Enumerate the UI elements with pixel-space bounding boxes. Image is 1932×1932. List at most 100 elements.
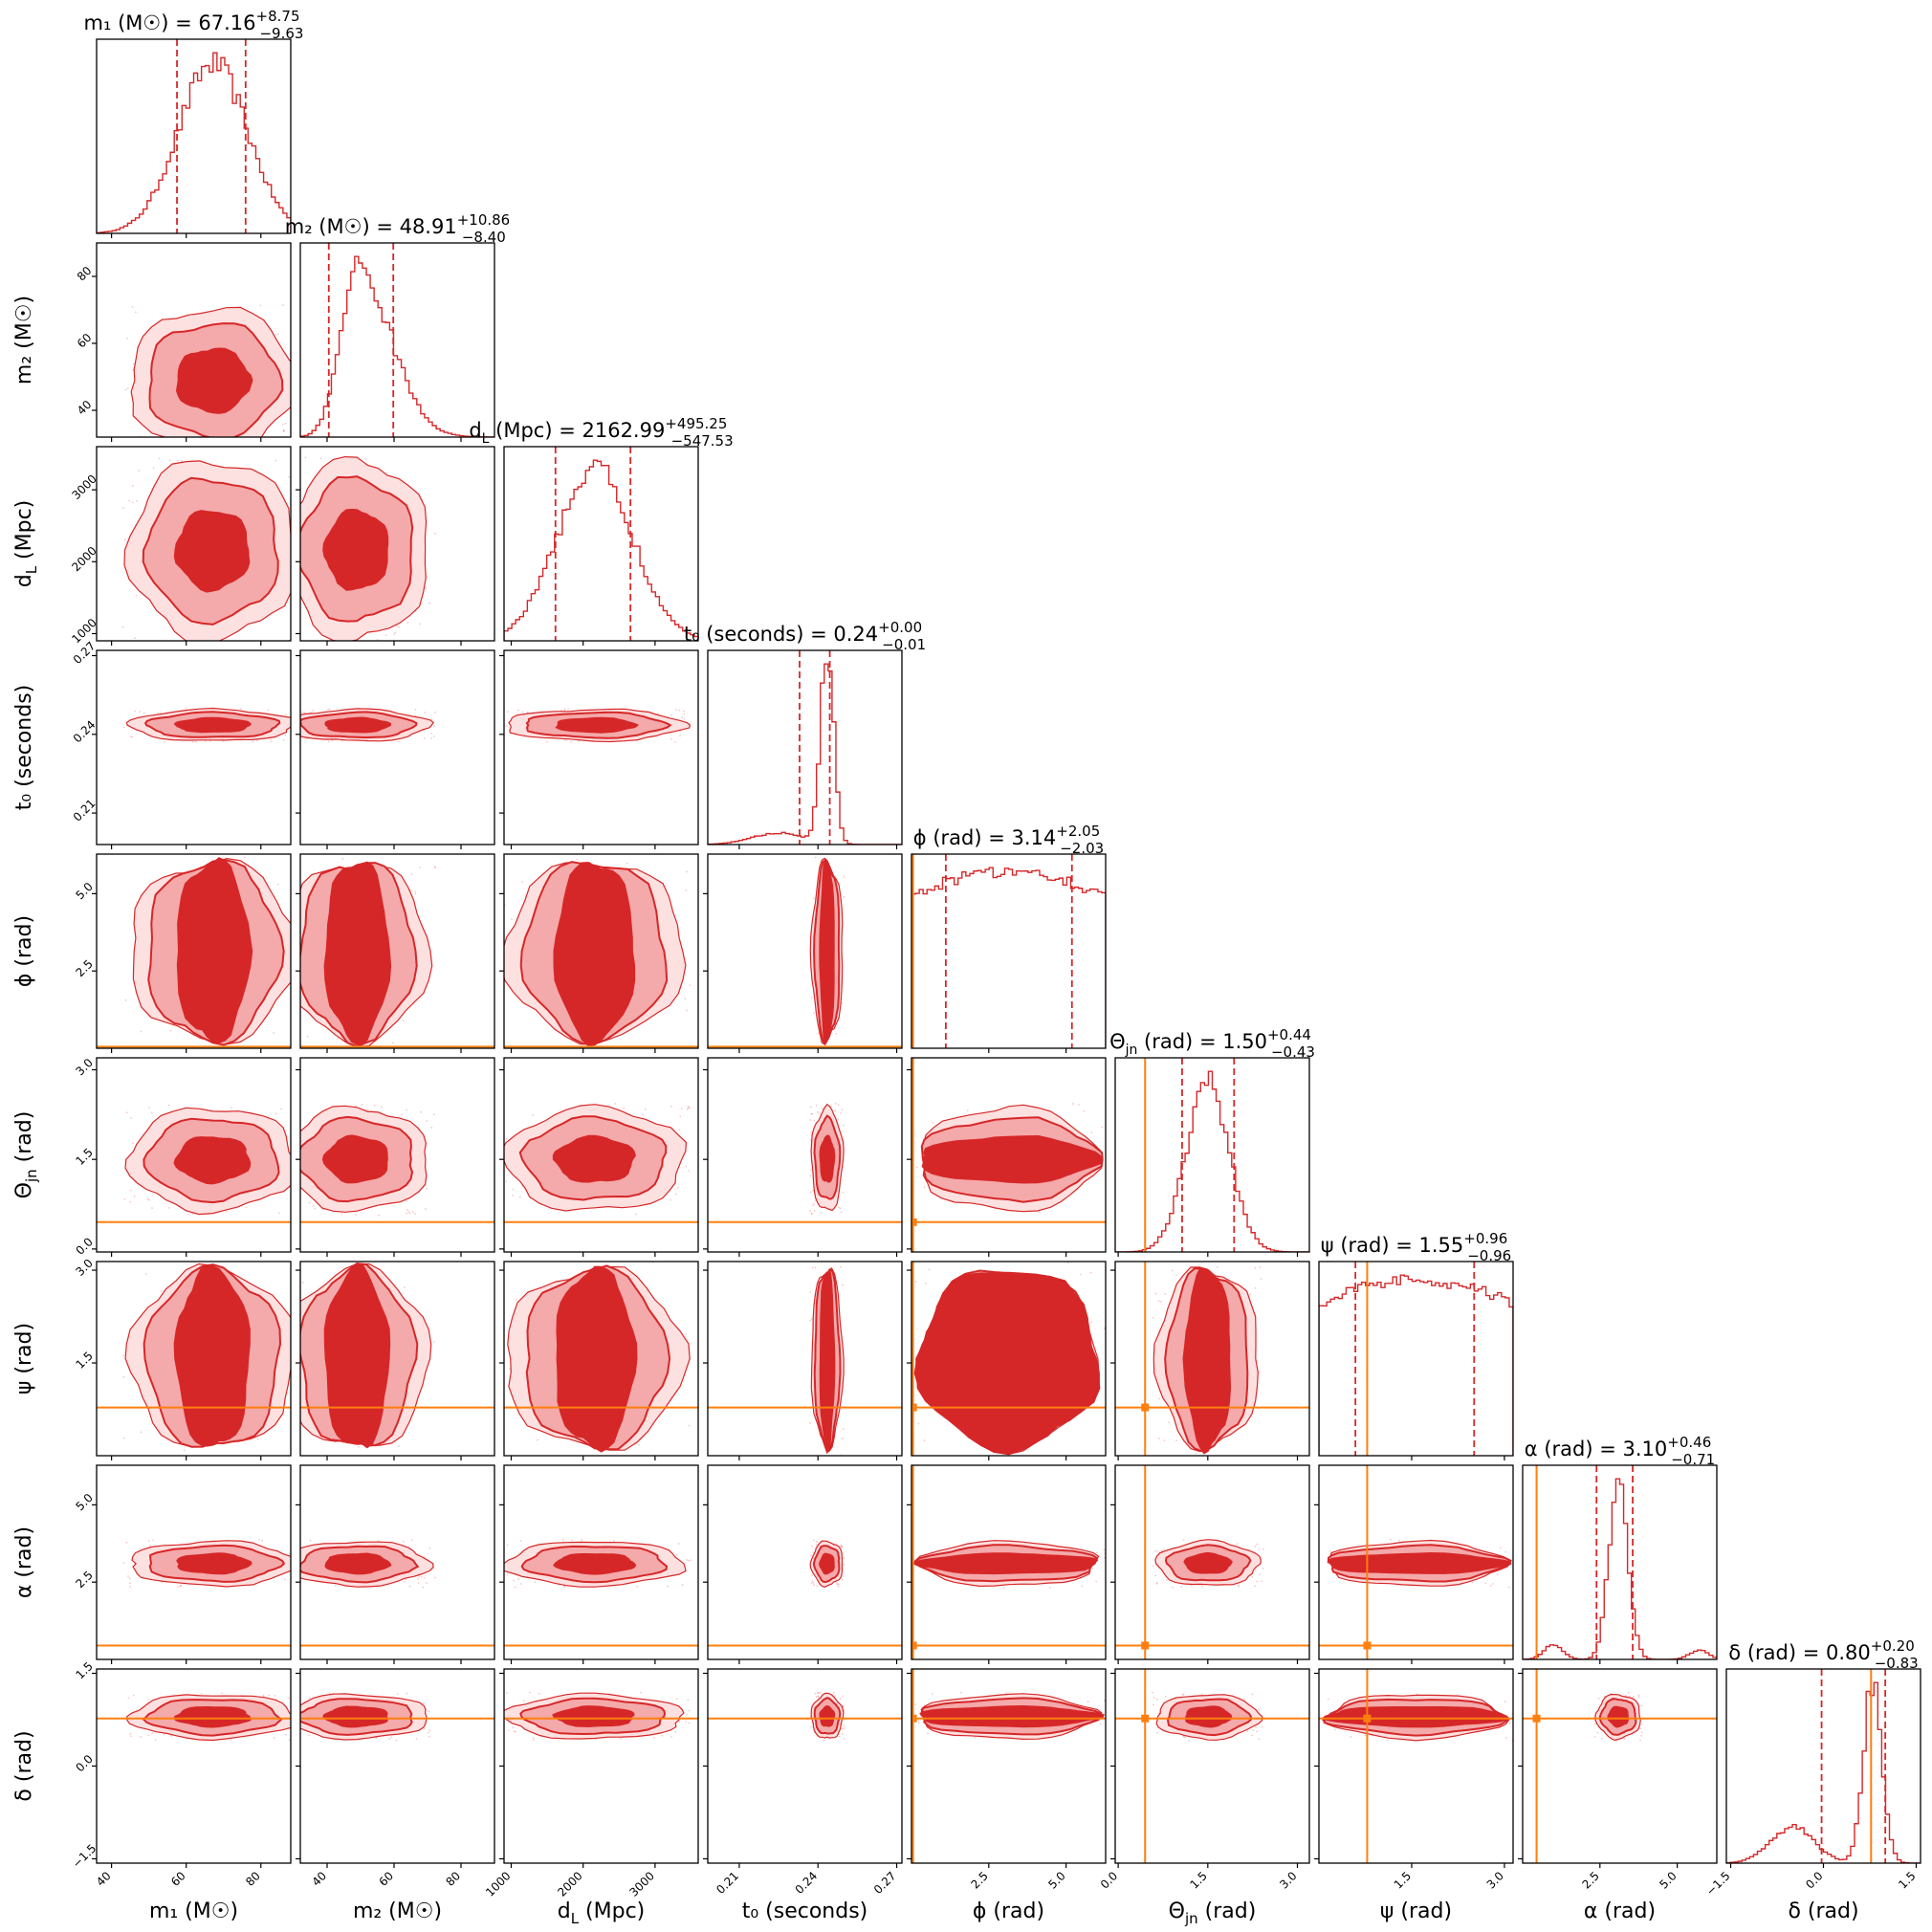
x-tick-label: 60 [168, 1869, 188, 1889]
sample-point [505, 1137, 508, 1140]
sample-point [1364, 1734, 1367, 1737]
sample-point [430, 1053, 432, 1055]
contour-level-3 [176, 1552, 252, 1575]
sample-point [815, 1104, 818, 1107]
sample-point [177, 1586, 180, 1588]
sample-point [842, 1507, 844, 1509]
sample-point [1183, 1736, 1185, 1738]
sample-point [815, 1696, 818, 1698]
sample-point [285, 1733, 287, 1736]
sample-point [1005, 1691, 1008, 1694]
contour-level-3 [552, 1705, 635, 1728]
sample-point [1157, 1574, 1159, 1576]
sample-point [675, 1553, 678, 1556]
sample-point [812, 1204, 814, 1207]
sample-point [1302, 1726, 1304, 1728]
sample-point [1155, 1570, 1157, 1571]
sample-point [683, 717, 686, 720]
sample-point [601, 1052, 603, 1054]
sample-point [843, 1727, 845, 1730]
sample-point [974, 1736, 977, 1739]
sample-point [301, 1282, 304, 1284]
panel-frame [299, 446, 495, 642]
sample-point [152, 1539, 154, 1542]
sample-point [364, 458, 366, 460]
sample-point [1601, 1737, 1604, 1740]
sample-point [278, 1212, 280, 1215]
contour-level-3 [323, 1262, 391, 1449]
sample-point [296, 1089, 297, 1091]
sample-point [196, 1093, 198, 1095]
sample-point [141, 791, 143, 793]
sample-point [685, 1165, 688, 1168]
sample-point [224, 1052, 226, 1054]
sample-point [140, 1030, 143, 1033]
sample-point [140, 1431, 143, 1434]
sample-point [500, 1727, 502, 1729]
sample-point [875, 1698, 877, 1700]
sample-point [843, 875, 845, 878]
sample-point [1251, 1576, 1254, 1578]
sample-point [1637, 1694, 1640, 1697]
sample-point [1178, 1473, 1180, 1475]
sample-point [1563, 1584, 1565, 1586]
sample-point [156, 779, 158, 780]
sample-point [125, 1541, 128, 1544]
sample-point [157, 712, 159, 714]
sample-point [282, 429, 285, 431]
sample-point [874, 1191, 876, 1193]
sample-point [670, 1106, 673, 1108]
sample-point [534, 1581, 537, 1584]
sample-point [1205, 1199, 1207, 1201]
sample-point [1218, 1212, 1219, 1214]
sample-point [806, 1566, 808, 1568]
sample-point [296, 522, 297, 524]
sample-point [1304, 1696, 1306, 1698]
sample-point [811, 1573, 813, 1576]
sample-point [841, 1546, 843, 1548]
sample-point [309, 1539, 312, 1542]
sample-point [292, 1564, 294, 1566]
x-tick-label: 3.0 [1484, 1869, 1506, 1891]
sample-point [296, 1147, 298, 1149]
sample-point [294, 710, 296, 712]
sample-point [151, 1732, 154, 1735]
sample-point [600, 848, 602, 850]
sample-point [1126, 1716, 1128, 1718]
sample-point [1490, 1584, 1492, 1587]
sample-point [294, 537, 296, 538]
sample-point [864, 1732, 866, 1734]
sample-point [294, 1564, 296, 1566]
sample-point [280, 1206, 282, 1208]
y-tick-label: 80 [75, 264, 95, 284]
sample-point [136, 500, 138, 502]
truth-marker [1532, 1714, 1541, 1723]
sample-point [327, 849, 329, 851]
sample-point [1292, 1571, 1294, 1573]
sample-point [291, 1243, 293, 1245]
y-axis-label-delta: δ (rad) [12, 1730, 36, 1801]
hist-line-m2 [300, 255, 494, 437]
sample-point [281, 785, 283, 787]
sample-point [147, 1540, 150, 1542]
sample-point [1260, 1278, 1262, 1281]
sample-point [160, 1290, 163, 1292]
sample-point [167, 1206, 170, 1209]
y-tick-label: 5.0 [73, 1491, 95, 1513]
sample-point [1256, 1537, 1258, 1539]
sample-point [398, 755, 400, 757]
sample-point [297, 578, 299, 580]
sample-point [687, 1106, 690, 1108]
sample-point [836, 808, 838, 810]
sample-point [127, 1575, 129, 1578]
sample-point [1261, 1725, 1263, 1728]
sample-point [1289, 1585, 1291, 1587]
sample-point [312, 1204, 315, 1207]
sample-point [1262, 1558, 1263, 1560]
sample-point [1258, 1708, 1261, 1711]
sample-point [130, 1735, 132, 1738]
sample-point [129, 1586, 131, 1588]
panel-frame [707, 1668, 903, 1864]
sample-point [1153, 1696, 1155, 1699]
sample-point [406, 1208, 408, 1211]
